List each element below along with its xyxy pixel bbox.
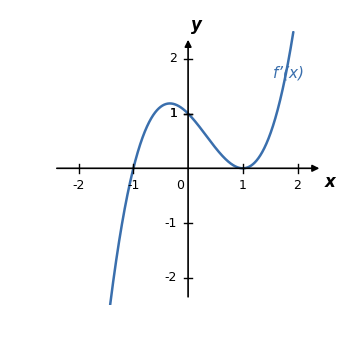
Text: f’(x): f’(x) [273, 65, 305, 80]
Text: -1: -1 [165, 217, 177, 229]
Text: x: x [325, 173, 336, 191]
Text: 2: 2 [169, 52, 177, 65]
Text: 2: 2 [293, 179, 302, 192]
Text: 0: 0 [176, 179, 184, 192]
Text: -1: -1 [127, 179, 140, 192]
Text: 1: 1 [239, 179, 247, 192]
Text: -2: -2 [73, 179, 85, 192]
Text: -2: -2 [165, 271, 177, 284]
Text: 1: 1 [169, 107, 177, 120]
Text: y: y [191, 16, 202, 34]
Text: 1: 1 [169, 107, 177, 120]
